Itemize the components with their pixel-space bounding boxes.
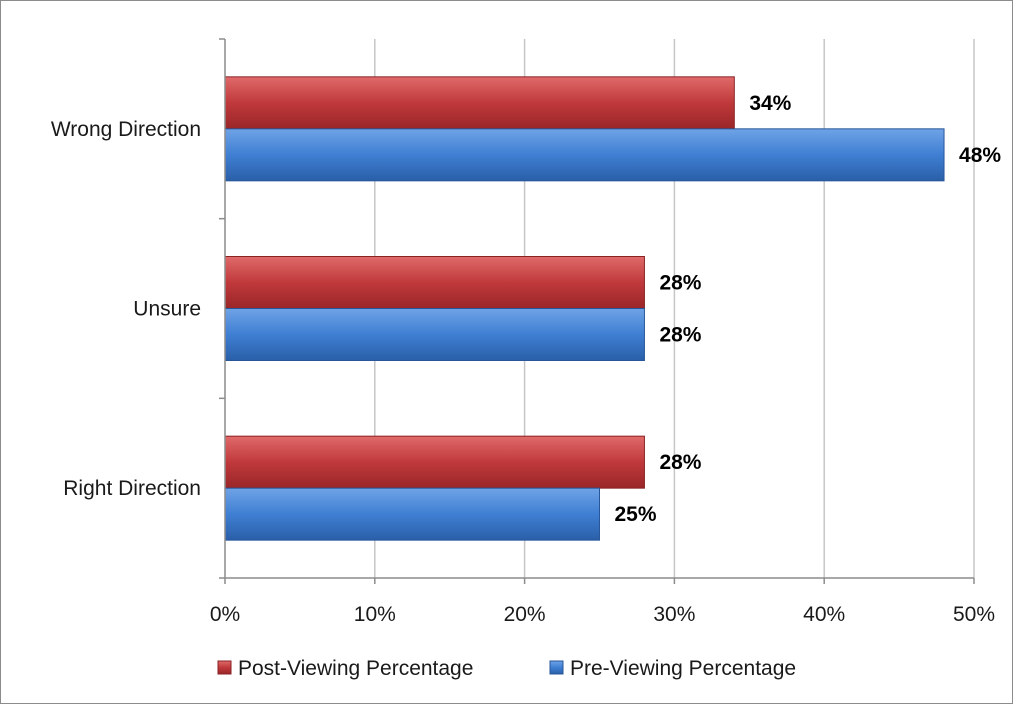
data-label: 28% [659, 451, 701, 474]
x-tick-label: 50% [953, 603, 995, 626]
bar-post-viewing [224, 256, 645, 309]
data-label: 34% [749, 92, 791, 115]
x-tick-label: 10% [354, 603, 396, 626]
bar-pre-viewing [224, 308, 645, 361]
data-label: 28% [659, 324, 701, 347]
bar-post-viewing [224, 76, 735, 130]
x-tick-label: 40% [803, 603, 845, 626]
x-tick-label: 20% [504, 603, 546, 626]
legend-label: Post-Viewing Percentage [238, 657, 473, 680]
legend-swatch [549, 660, 564, 675]
data-label: 25% [615, 503, 657, 526]
category-label: Right Direction [63, 477, 201, 500]
bar-pre-viewing [224, 487, 600, 541]
data-label: 48% [959, 144, 1001, 167]
labels: 0% 10% 20% 30% 40% 50% Wrong Direction 34% 48% Un… [51, 92, 1002, 626]
category-label: Wrong Direction [51, 118, 201, 141]
x-tick-label: 30% [653, 603, 695, 626]
axes [219, 38, 975, 584]
bars [224, 76, 945, 541]
category-label: Unsure [133, 298, 201, 321]
data-label: 28% [659, 272, 701, 295]
legend: Post-Viewing Percentage Pre-Viewing Perce… [217, 657, 796, 680]
legend-swatch [217, 660, 232, 675]
x-tick-label: 0% [210, 603, 240, 626]
bar-post-viewing [224, 435, 645, 489]
legend-label: Pre-Viewing Percentage [570, 657, 796, 680]
bar-pre-viewing [224, 128, 945, 182]
